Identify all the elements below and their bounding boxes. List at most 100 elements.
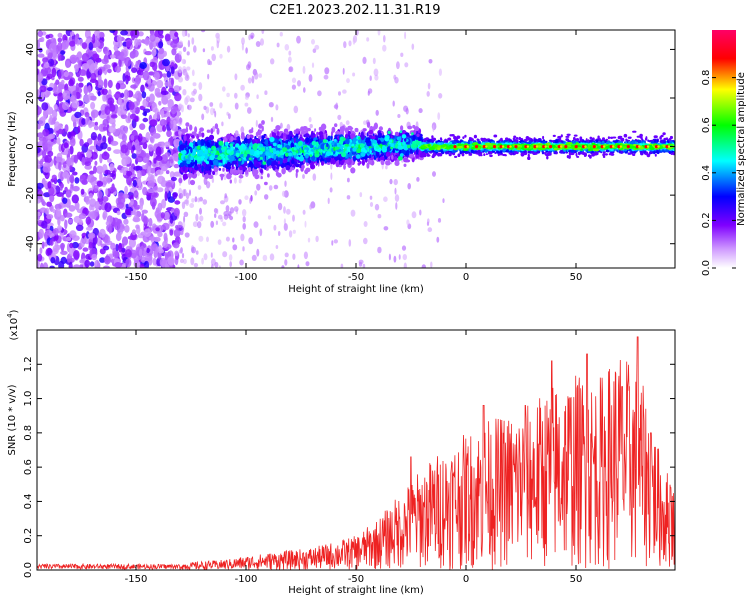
spectrogram-cell [303,251,308,260]
spectrogram-cell [89,261,95,267]
spectrogram-cell [81,42,88,49]
spectrogram-cell [246,134,251,139]
spectrogram-cell [162,125,167,132]
spectrogram-cell [37,123,41,130]
spectrogram-cell [345,143,348,147]
spectrogram-cell [160,108,165,119]
spectrogram-cell [120,144,129,154]
spectrogram-cell [257,143,260,146]
spectrogram-cell [335,130,341,135]
spectrogram-cell [164,141,171,148]
spectrogram-cell [95,79,99,87]
spectrogram-cell [97,75,102,82]
spectrogram-cell [155,146,162,157]
spectrogram-cell [334,156,339,161]
spectrogram-cell [216,127,220,135]
spectrogram-cell [222,157,226,165]
spectrogram-cell [303,87,306,93]
spectrogram-cell [107,79,113,89]
spectrogram-cell [348,40,352,47]
spectrogram-cell [138,248,143,257]
spectrogram-cell [79,138,84,147]
spectrogram-cell [96,165,104,174]
spectrogram-cell [154,87,161,93]
spectrogram-cell [363,237,368,245]
spectrogram-cell [146,180,155,189]
spectrogram-cell [396,61,400,70]
spectrogram-cell [270,116,274,123]
spectrogram-cell [37,146,41,154]
spectrogram-cell [273,184,279,190]
spectrogram-cell [150,197,157,208]
spectrogram-cell [157,244,163,254]
spectrogram-cell [302,65,306,74]
spectrogram-cell [311,62,315,68]
spectrogram-cell [47,58,55,67]
spectrogram-cell [149,93,155,103]
spectrogram-cell [378,126,383,131]
spectrogram-cell [99,228,106,238]
spectrogram-cell [359,192,363,198]
spectrogram-cell [89,145,96,150]
spectrogram-cell [219,102,223,109]
spectrogram-cell [273,224,277,231]
spectrogram-cell [106,174,111,184]
spectrogram-cell [102,126,108,131]
spectrogram-cell [62,90,71,101]
spectrogram-cell [68,79,74,87]
spectrogram-cell [185,126,189,133]
spectrogram-cell [90,72,97,83]
spectrogram-cell [69,165,73,171]
spectrogram-cell [403,262,407,268]
spectrogram-cell [72,185,80,192]
spectrogram-cell [361,159,365,166]
spectrogram-cell [88,193,94,199]
spectrogram-cell [37,190,44,197]
spectrogram-cell [89,198,97,208]
spectrogram-cell [122,170,127,176]
spectrogram-cell [333,239,338,244]
spectrogram-cell [148,39,154,50]
spectrogram-cell [87,85,92,94]
spectrogram-cell [239,259,244,266]
spectrogram-cell [57,92,64,102]
spectrogram-cell [415,154,419,159]
spectrogram-cell [227,211,232,217]
spectrogram-cell [58,260,65,268]
spectrogram-cell [403,163,407,167]
spectrogram-cell [394,76,399,84]
spectrogram-cell [162,73,167,78]
spectrogram-cell [363,221,368,227]
spectrogram-cell [46,73,53,80]
spectrogram-cell [343,41,347,49]
spectrogram-cell [288,50,292,56]
spectrogram-cell [114,262,122,268]
spectrogram-cell [203,105,207,110]
spectrogram-cell [427,82,431,90]
spectrogram-cell [179,144,185,151]
spectrogram-cell [197,185,202,190]
spectrogram-cell [402,254,407,261]
spectrogram-cell [74,64,79,73]
spectrogram-cell [37,59,41,67]
spectrogram-cell [160,90,169,96]
spectrogram-cell [133,215,140,222]
spectrogram-cell [379,156,385,161]
spectrogram-cell [382,147,387,152]
spectrogram-cell [172,242,180,249]
spectrogram-cell [193,262,199,268]
spectrogram-cell [268,102,274,108]
spectrogram-cell [302,126,308,131]
spectrogram-cell [93,125,99,131]
spectrogram-cell [140,256,146,263]
spectrogram-cell [430,261,433,268]
spectrogram-cell [202,199,208,205]
spectrogram-cell [135,60,139,68]
spectrogram-cell [141,209,148,214]
spectrogram-cell [342,67,345,75]
spectrogram-cell [151,191,159,198]
spectrogram-cell [139,202,143,211]
spectrogram-cell [49,194,55,203]
spectrogram-cell [102,93,107,102]
spectrogram-cell [267,215,272,220]
